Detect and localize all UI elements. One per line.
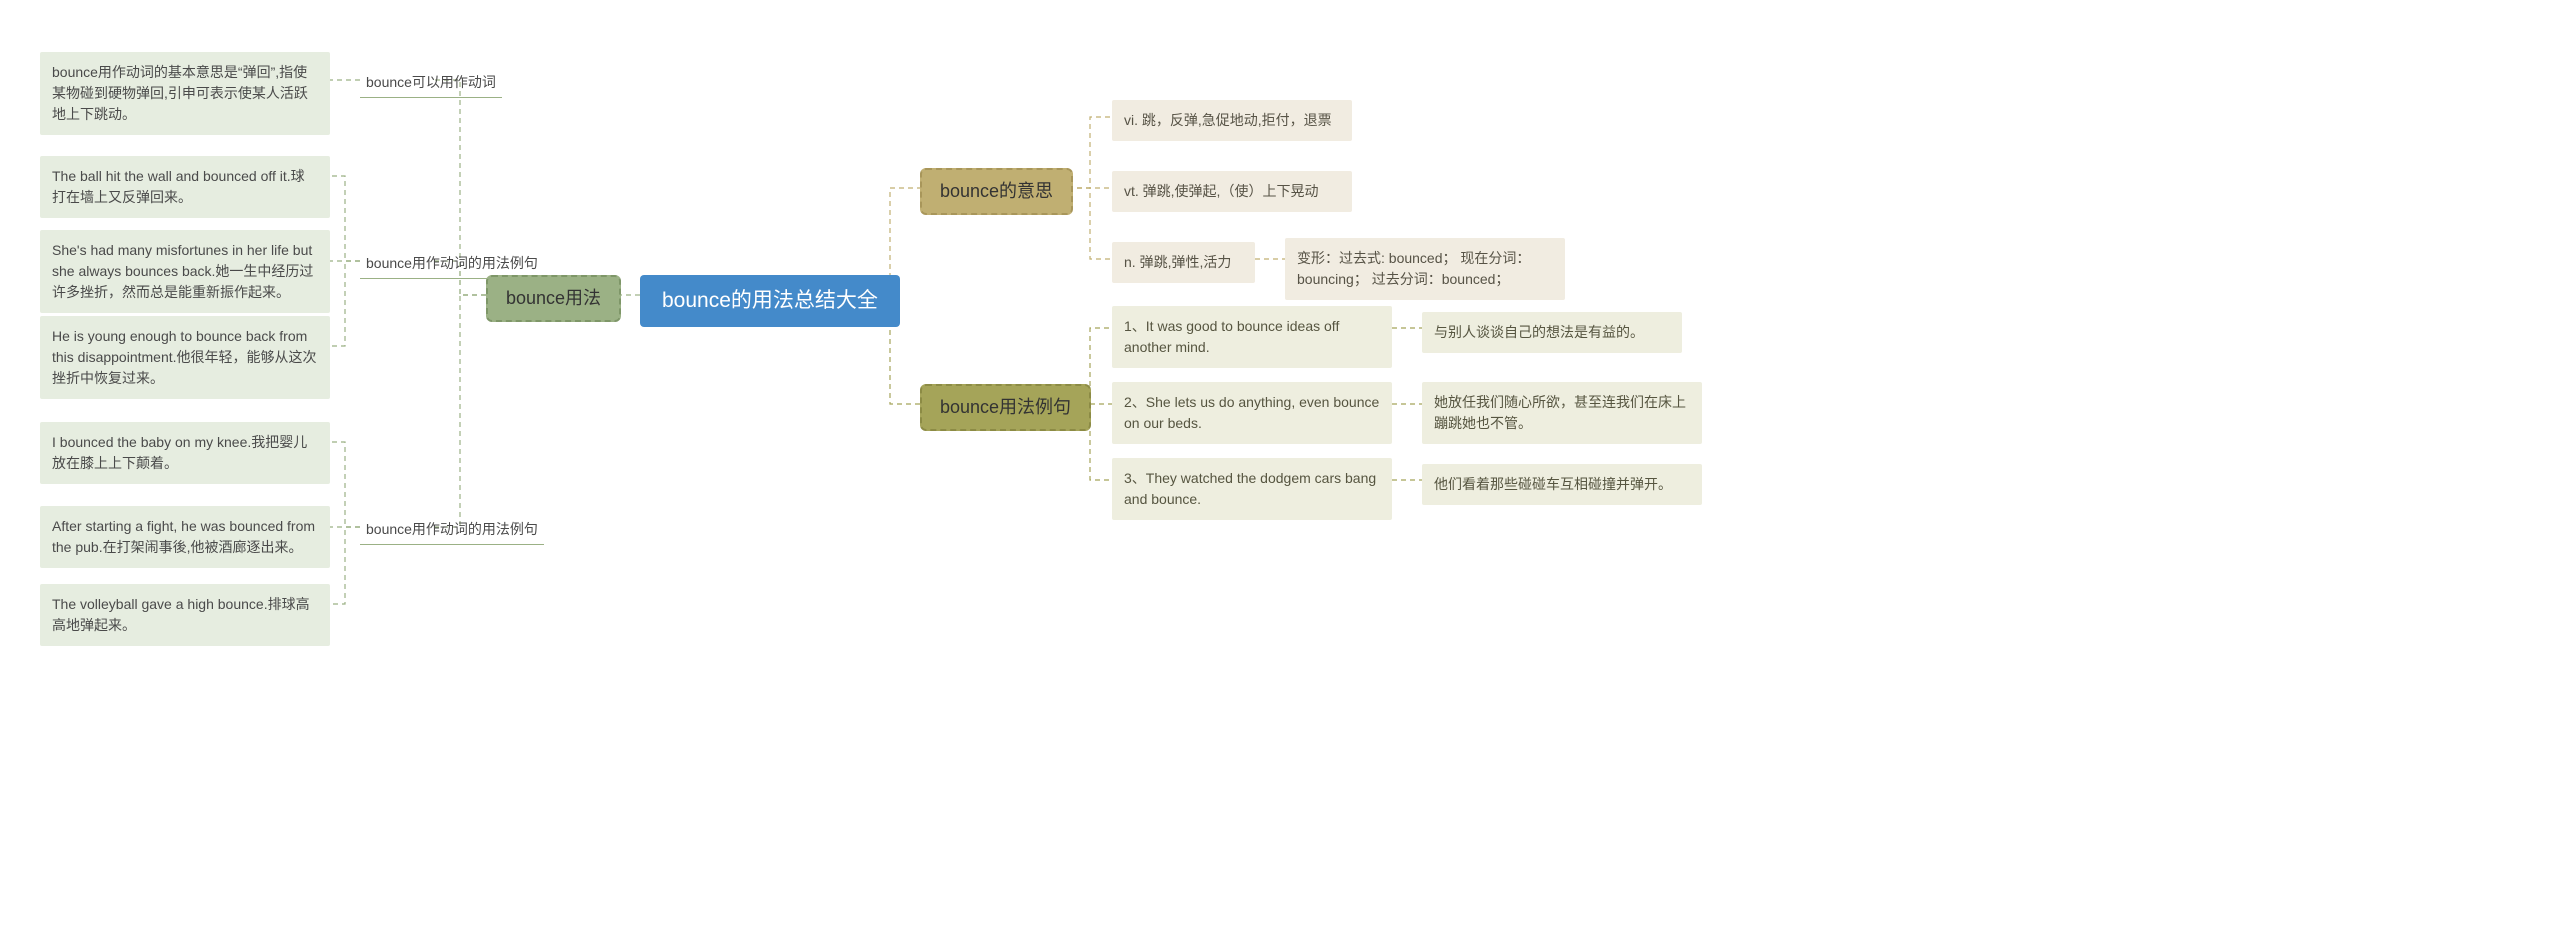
leaf-text: n. 弹跳,弹性,活力 <box>1124 252 1231 273</box>
leaf-left-1-1: She's had many misfortunes in her life b… <box>40 230 330 313</box>
branch-examples-label: bounce用法例句 <box>940 394 1071 421</box>
leaf-meaning-2-detail: 变形：过去式: bounced； 现在分词：bouncing； 过去分词：bou… <box>1285 238 1565 300</box>
leaf-text: 变形：过去式: bounced； 现在分词：bouncing； 过去分词：bou… <box>1297 248 1553 290</box>
leaf-text: After starting a fight, he was bounced f… <box>52 516 318 558</box>
sub-verb-label: bounce可以用作动词 <box>366 72 496 93</box>
leaf-example-2-detail: 他们看着那些碰碰车互相碰撞并弹开。 <box>1422 464 1702 505</box>
sub-verb-ex2-label: bounce用作动词的用法例句 <box>366 519 538 540</box>
leaf-meaning-0: vi. 跳，反弹,急促地动,拒付，退票 <box>1112 100 1352 141</box>
leaf-text: vi. 跳，反弹,急促地动,拒付，退票 <box>1124 110 1332 131</box>
leaf-meaning-1: vt. 弹跳,使弹起,（使）上下晃动 <box>1112 171 1352 212</box>
leaf-left-0-0: bounce用作动词的基本意思是“弹回”,指使某物碰到硬物弹回,引申可表示使某人… <box>40 52 330 135</box>
leaf-text: 3、They watched the dodgem cars bang and … <box>1124 468 1380 510</box>
leaf-text: bounce用作动词的基本意思是“弹回”,指使某物碰到硬物弹回,引申可表示使某人… <box>52 62 318 125</box>
leaf-left-2-0: I bounced the baby on my knee.我把婴儿放在膝上上下… <box>40 422 330 484</box>
leaf-left-1-2: He is young enough to bounce back from t… <box>40 316 330 399</box>
leaf-text: 他们看着那些碰碰车互相碰撞并弹开。 <box>1434 474 1672 495</box>
root-label: bounce的用法总结大全 <box>662 285 878 317</box>
leaf-text: vt. 弹跳,使弹起,（使）上下晃动 <box>1124 181 1318 202</box>
leaf-text: He is young enough to bounce back from t… <box>52 326 318 389</box>
leaf-left-2-2: The volleyball gave a high bounce.排球高高地弹… <box>40 584 330 646</box>
sub-verb[interactable]: bounce可以用作动词 <box>360 68 502 98</box>
branch-usage-label: bounce用法 <box>506 285 601 312</box>
leaf-example-0-detail: 与别人谈谈自己的想法是有益的。 <box>1422 312 1682 353</box>
leaf-text: I bounced the baby on my knee.我把婴儿放在膝上上下… <box>52 432 318 474</box>
leaf-example-0: 1、It was good to bounce ideas off anothe… <box>1112 306 1392 368</box>
leaf-text: 1、It was good to bounce ideas off anothe… <box>1124 316 1380 358</box>
leaf-text: The volleyball gave a high bounce.排球高高地弹… <box>52 594 318 636</box>
leaf-example-1-detail: 她放任我们随心所欲，甚至连我们在床上蹦跳她也不管。 <box>1422 382 1702 444</box>
leaf-text: 2、She lets us do anything, even bounce o… <box>1124 392 1380 434</box>
branch-meaning[interactable]: bounce的意思 <box>920 168 1073 215</box>
leaf-text: She's had many misfortunes in her life b… <box>52 240 318 303</box>
leaf-text: 与别人谈谈自己的想法是有益的。 <box>1434 322 1644 343</box>
root-node[interactable]: bounce的用法总结大全 <box>640 275 900 327</box>
leaf-text: The ball hit the wall and bounced off it… <box>52 166 318 208</box>
leaf-example-2: 3、They watched the dodgem cars bang and … <box>1112 458 1392 520</box>
leaf-text: 她放任我们随心所欲，甚至连我们在床上蹦跳她也不管。 <box>1434 392 1690 434</box>
sub-verb-ex1-label: bounce用作动词的用法例句 <box>366 253 538 274</box>
sub-verb-examples-1[interactable]: bounce用作动词的用法例句 <box>360 249 544 279</box>
branch-usage[interactable]: bounce用法 <box>486 275 621 322</box>
branch-examples[interactable]: bounce用法例句 <box>920 384 1091 431</box>
branch-meaning-label: bounce的意思 <box>940 178 1053 205</box>
sub-verb-examples-2[interactable]: bounce用作动词的用法例句 <box>360 515 544 545</box>
leaf-meaning-2: n. 弹跳,弹性,活力 <box>1112 242 1255 283</box>
leaf-left-2-1: After starting a fight, he was bounced f… <box>40 506 330 568</box>
leaf-left-1-0: The ball hit the wall and bounced off it… <box>40 156 330 218</box>
leaf-example-1: 2、She lets us do anything, even bounce o… <box>1112 382 1392 444</box>
